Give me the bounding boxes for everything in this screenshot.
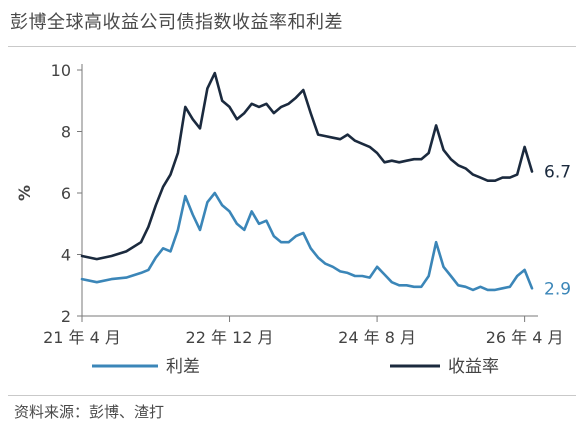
y-tick-label: 6 <box>61 184 71 203</box>
x-tick-label: 21 年 4 月 <box>43 328 121 347</box>
legend-label-spread: 利差 <box>166 357 200 377</box>
footer-divider <box>8 395 576 396</box>
x-tick-label: 26 年 4 月 <box>486 328 564 347</box>
y-axis: 2 4 6 8 10 <box>51 61 83 326</box>
series-line-yield <box>80 71 534 261</box>
legend: 利差 收益率 <box>92 357 499 377</box>
end-labels: 2.9 6.7 <box>544 162 571 299</box>
chart-title: 彭博全球高收益公司债指数收益率和利差 <box>10 12 343 33</box>
x-tick-label: 24 年 8 月 <box>338 328 416 347</box>
y-tick-label: 4 <box>61 246 71 265</box>
end-label-yield: 6.7 <box>544 162 571 182</box>
series-line-spread <box>80 191 534 292</box>
y-axis-label: % <box>15 185 34 201</box>
title-divider <box>8 46 576 47</box>
y-tick-label: 8 <box>61 123 71 142</box>
x-tick-label: 22 年 12 月 <box>186 328 274 347</box>
y-tick-label: 10 <box>51 61 71 80</box>
x-axis: 21 年 4 月 22 年 12 月 24 年 8 月 26 年 4 月 <box>43 315 564 347</box>
series-lines <box>80 71 534 292</box>
source-note: 资料来源：彭博、渣打 <box>14 403 165 421</box>
legend-label-yield: 收益率 <box>448 357 499 377</box>
y-tick-label: 2 <box>61 307 71 326</box>
end-label-spread: 2.9 <box>544 279 571 299</box>
